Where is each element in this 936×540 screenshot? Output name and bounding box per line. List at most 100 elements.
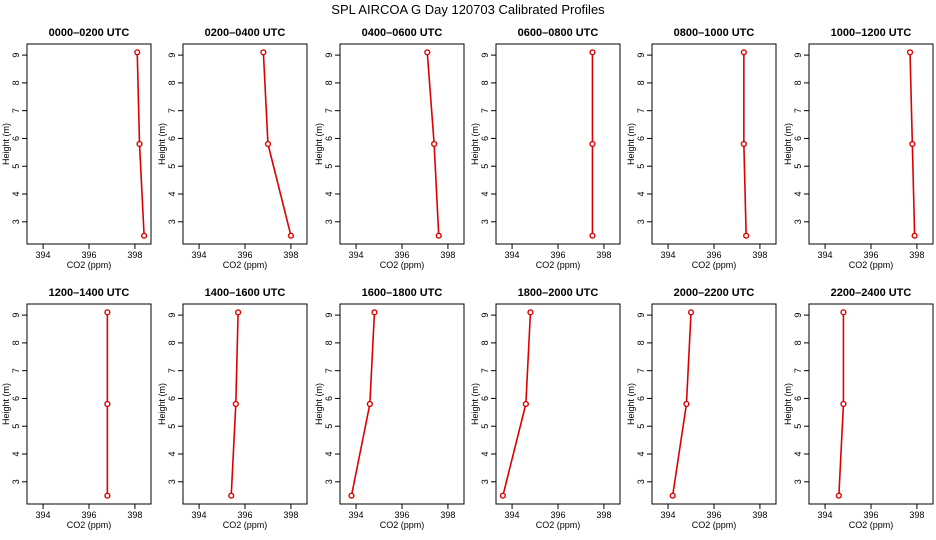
y-tick-label: 3 [167,219,177,224]
data-point [104,400,111,408]
y-tick-label: 6 [324,136,334,141]
y-tick-label: 3 [480,219,490,224]
data-point [835,492,842,499]
panel-title: 0000–0200 UTC [49,27,130,39]
x-tick-label: 396 [237,250,252,260]
y-axis-label: Height (m) [470,383,480,425]
chart-panel: 2200–2400 UTC 394 396 398 3 4 5 6 7 8 9 CO2 (ppm) He… [783,287,934,530]
data-point [499,492,506,499]
series-line-segment [350,403,371,496]
panel-title: 2200–2400 UTC [831,287,912,299]
y-tick-label: 4 [324,451,334,456]
plot-frame [495,303,621,505]
series-line-segment [426,52,435,145]
panel-title: 1400–1600 UTC [205,287,286,299]
series-line-segment [743,143,747,236]
y-tick-label: 7 [636,108,646,113]
x-tick-label: 394 [192,250,207,260]
y-tick-label: 8 [324,340,334,345]
series-line-segment [267,143,292,236]
y-tick-label: 5 [11,424,21,429]
x-tick-label: 396 [863,250,878,260]
x-axis-label: CO2 (ppm) [849,520,894,530]
y-tick-label: 3 [324,479,334,484]
series-line-segment [911,143,916,236]
y-tick-label: 7 [167,368,177,373]
series-line-segment [235,312,239,405]
plot-frame [651,303,777,505]
x-tick-label: 396 [81,250,96,260]
y-tick-label: 8 [11,80,21,85]
y-tick-label: 5 [167,164,177,169]
panel-title: 0600–0800 UTC [518,27,599,39]
chart-panel: 0800–1000 UTC 394 396 398 3 4 5 6 7 8 9 CO2 (ppm) He… [626,27,777,270]
y-tick-label: 9 [480,313,490,318]
y-tick-label: 9 [636,53,646,58]
data-point [431,140,438,148]
series-line-segment [502,403,527,496]
y-tick-label: 4 [480,191,490,196]
data-point [906,49,914,56]
x-tick-label: 394 [818,510,833,520]
plot-frame [339,303,465,505]
y-tick-label: 8 [167,340,177,345]
data-point [348,492,355,499]
y-tick-label: 8 [480,340,490,345]
y-tick-label: 9 [480,53,490,58]
y-tick-label: 9 [11,313,21,318]
y-tick-label: 9 [167,313,177,318]
panel-title: 1800–2000 UTC [518,287,599,299]
data-point [687,309,695,316]
y-tick-label: 7 [793,108,803,113]
chart-panel: 0000–0200 UTC 394 396 398 3 4 5 6 7 8 9 CO2 (ppm) He… [1,27,152,270]
data-point [228,492,235,499]
y-tick-label: 6 [324,396,334,401]
y-tick-label: 5 [480,424,490,429]
x-tick-label: 394 [818,250,833,260]
x-tick-label: 398 [909,250,924,260]
x-tick-label: 394 [661,510,676,520]
y-tick-label: 3 [793,479,803,484]
x-axis-label: CO2 (ppm) [380,520,425,530]
data-point [141,232,148,239]
data-point [527,309,534,316]
y-tick-label: 6 [11,396,21,401]
y-tick-label: 5 [636,424,646,429]
data-point [424,49,431,56]
x-tick-label: 396 [706,250,721,260]
x-tick-label: 396 [863,510,878,520]
y-tick-label: 6 [793,396,803,401]
chart-panel: 1000–1200 UTC 394 396 398 3 4 5 6 7 8 9 CO2 (ppm) He… [783,27,934,270]
y-tick-label: 8 [636,80,646,85]
y-tick-label: 5 [11,164,21,169]
plot-frame [26,303,152,505]
plot-frame [182,43,308,245]
y-tick-label: 8 [793,340,803,345]
y-axis-label: Height (m) [783,383,793,425]
x-tick-label: 398 [752,510,767,520]
y-axis-label: Height (m) [783,123,793,165]
y-tick-label: 6 [636,396,646,401]
y-axis-label: Height (m) [314,383,324,425]
chart-panel: 0600–0800 UTC 394 396 398 3 4 5 6 7 8 9 CO2 (ppm) He… [470,27,621,270]
x-axis-label: CO2 (ppm) [536,520,581,530]
x-tick-label: 394 [349,510,364,520]
y-tick-label: 9 [793,53,803,58]
series-line-segment [262,52,269,145]
x-axis-label: CO2 (ppm) [536,260,581,270]
series-line-segment [138,143,145,236]
y-tick-label: 5 [167,424,177,429]
x-tick-label: 394 [192,510,207,520]
x-tick-label: 394 [505,250,520,260]
panel-title: 1000–1200 UTC [831,27,912,39]
y-tick-label: 5 [324,424,334,429]
y-tick-label: 6 [636,136,646,141]
data-point [287,232,295,239]
x-tick-label: 396 [706,510,721,520]
x-tick-label: 398 [909,510,924,520]
x-tick-label: 396 [237,510,252,520]
data-point [435,232,442,239]
x-axis-label: CO2 (ppm) [692,260,737,270]
y-tick-label: 5 [480,164,490,169]
